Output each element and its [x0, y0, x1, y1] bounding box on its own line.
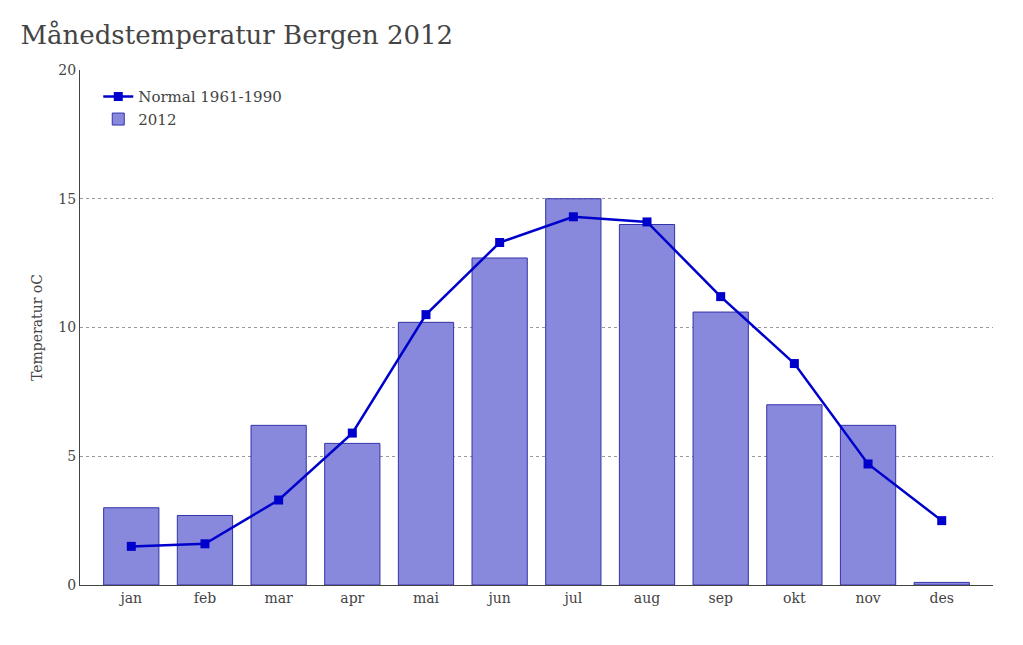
svg-text:aug: aug: [634, 590, 660, 606]
svg-text:mai: mai: [413, 590, 440, 606]
svg-text:jul: jul: [562, 590, 582, 606]
svg-text:2012: 2012: [138, 111, 176, 129]
svg-text:Normal 1961-1990: Normal 1961-1990: [138, 88, 281, 106]
svg-text:nov: nov: [855, 590, 880, 606]
svg-text:apr: apr: [340, 590, 364, 606]
svg-text:Temperatur oC: Temperatur oC: [29, 274, 45, 381]
svg-text:15: 15: [58, 191, 76, 207]
svg-text:sep: sep: [708, 590, 732, 606]
svg-text:0: 0: [67, 577, 76, 593]
svg-text:des: des: [930, 590, 954, 606]
svg-text:10: 10: [58, 319, 76, 335]
svg-text:jun: jun: [486, 590, 510, 606]
svg-text:mar: mar: [264, 590, 293, 606]
svg-text:okt: okt: [783, 590, 806, 606]
svg-text:jan: jan: [118, 590, 142, 606]
svg-text:20: 20: [58, 62, 76, 78]
svg-text:Månedstemperatur Bergen 2012: Månedstemperatur Bergen 2012: [20, 20, 453, 50]
svg-text:5: 5: [67, 448, 76, 464]
svg-text:feb: feb: [194, 590, 216, 606]
